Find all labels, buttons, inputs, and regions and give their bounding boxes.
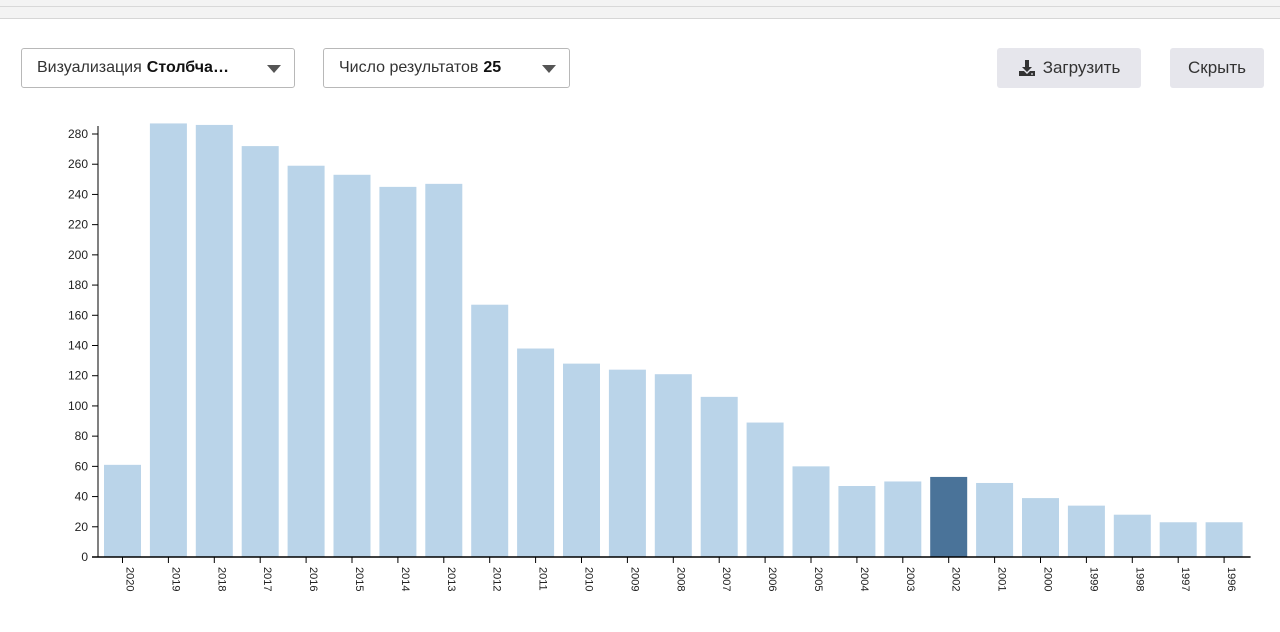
y-tick-label: 40 [75,490,89,504]
bar-2006 [746,422,784,557]
y-tick-label: 100 [68,399,88,413]
hide-button-label: Скрыть [1187,58,1247,77]
download-button-label: Загрузить [1042,58,1121,77]
bar-2004 [838,485,876,557]
y-tick-label: 160 [68,308,88,322]
x-tick-label: 2007 [720,567,732,591]
visualization-select-label: Визуализация [37,59,142,76]
bar-2003 [884,481,922,557]
x-tick-label: 2001 [996,567,1008,591]
y-tick-label: 20 [75,520,89,534]
bar-2009 [608,369,646,557]
bar-2000 [1022,498,1059,557]
x-tick-label: 1999 [1087,567,1099,591]
x-tick-label: 2015 [353,567,365,591]
x-tick-label: 2020 [124,567,136,591]
bar-2020 [104,464,141,557]
x-tick-label: 2005 [812,567,824,591]
caret-down-icon [542,65,556,73]
y-tick-label: 180 [68,278,88,292]
x-tick-label: 2003 [904,567,916,591]
y-tick-label: 280 [68,127,88,141]
visualization-select-value: Столбча… [146,59,229,76]
x-tick-label: 1998 [1133,567,1145,591]
download-button[interactable]: Загрузить [997,48,1141,88]
browser-top-strip [0,0,1280,19]
hide-button[interactable]: Скрыть [1170,48,1264,88]
x-tick-label: 2012 [491,567,503,591]
x-tick-label: 2008 [674,567,686,591]
bar-1998 [1113,514,1151,557]
bar-2008 [654,374,692,557]
x-tick-label: 2011 [537,567,549,591]
visualization-select[interactable]: Визуализация Столбча… [21,48,295,88]
bar-1997 [1159,522,1197,557]
y-tick-label: 80 [75,429,89,443]
bar-2011 [517,348,555,557]
x-tick-label: 1997 [1179,567,1191,591]
x-tick-label: 2013 [445,567,457,591]
x-tick-label: 2018 [215,567,227,591]
caret-down-icon [267,65,281,73]
download-icon [1018,60,1035,76]
bar-2019 [149,123,187,558]
bar-2005 [792,466,830,557]
x-tick-label: 2016 [307,567,319,591]
bar-1999 [1067,505,1105,557]
y-tick-label: 220 [68,218,88,232]
x-tick-label: 2019 [169,567,181,591]
y-tick-label: 140 [68,339,88,353]
x-tick-label: 2000 [1042,567,1054,591]
bar-2018 [195,124,233,557]
bar-2017 [241,146,279,558]
bar-2016 [287,165,325,557]
bar-chart: 0 20 40 60 80 100 120 140 160 180 200 220 240 260 280 2… [68,123,1251,591]
y-tick-label: 200 [68,248,88,262]
x-tick-label: 2010 [583,567,595,591]
bar-2010 [563,363,600,557]
bar-2013 [425,183,463,557]
x-tick-label: 2004 [858,567,870,591]
bar-1996 [1205,522,1243,557]
bar-2015 [333,174,371,557]
bar-2014 [379,186,417,557]
x-tick-label: 2014 [399,567,411,591]
y-tick-label: 240 [68,187,88,201]
y-tick-label: 260 [68,157,88,171]
y-tick-label: 0 [81,550,88,564]
result-count-select[interactable]: Число результатов 25 [323,48,570,88]
result-count-select-label: Число результатов [339,59,479,76]
y-tick-label: 120 [68,369,88,383]
bar-2012 [471,304,509,557]
x-tick-label: 1996 [1225,567,1237,591]
bar-2002 [930,476,968,557]
bar-2001 [976,482,1014,557]
bar-2007 [700,396,738,557]
x-tick-label: 2009 [628,567,640,591]
y-tick-label: 60 [75,459,89,473]
x-tick-label: 2017 [261,567,273,591]
x-tick-label: 2002 [950,567,962,591]
result-count-select-value: 25 [483,59,502,76]
x-tick-label: 2006 [766,567,778,591]
